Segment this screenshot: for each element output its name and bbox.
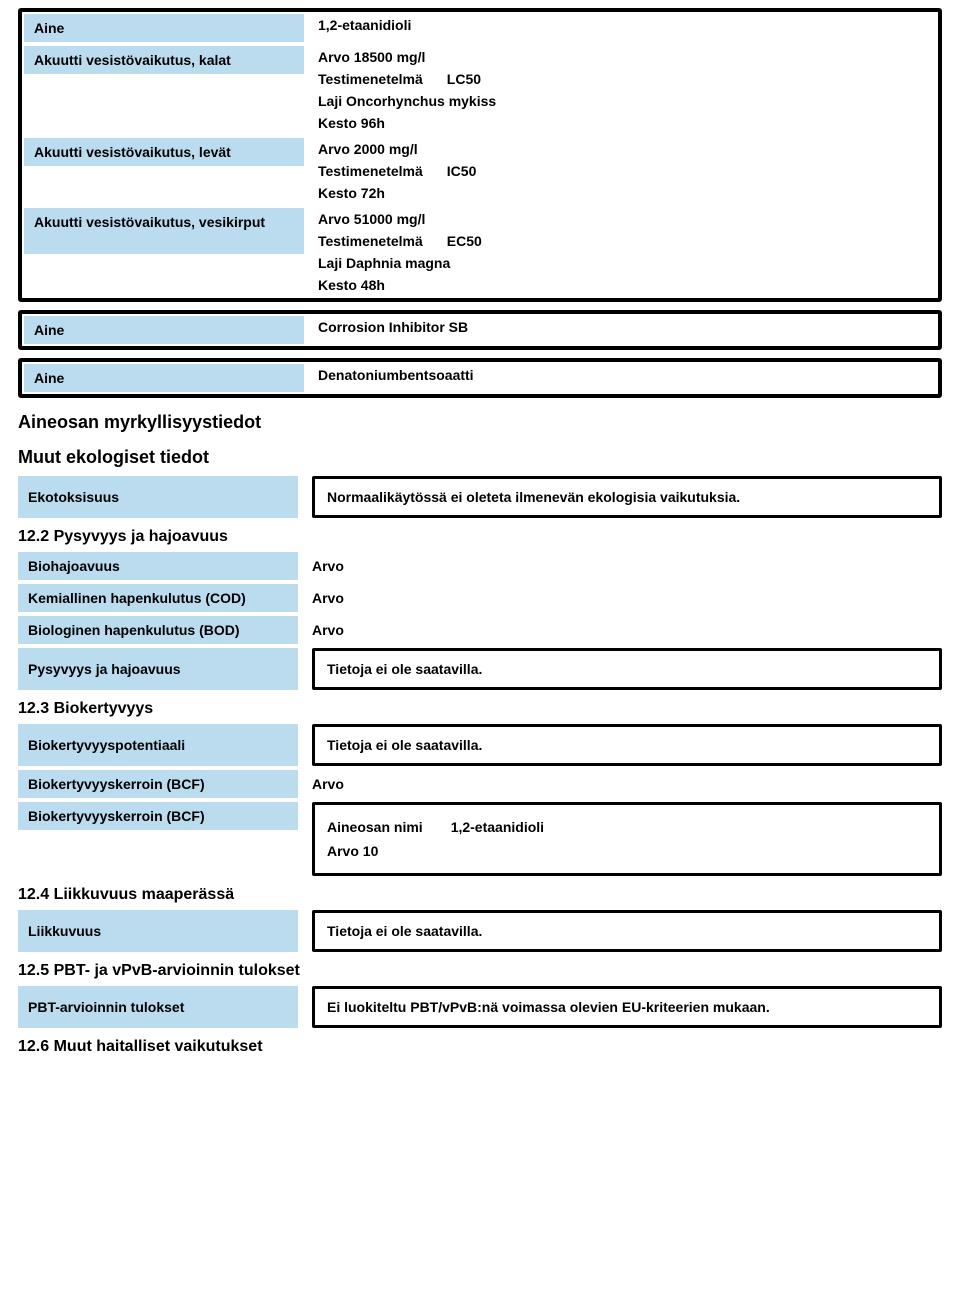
- label-pbt: PBT-arvioinnin tulokset: [18, 986, 298, 1028]
- daphnia-kesto: Kesto 48h: [318, 274, 936, 296]
- label-pysyvyys: Pysyvyys ja hajoavuus: [18, 648, 298, 690]
- value-cod: Arvo: [298, 584, 942, 612]
- value-aine-3: Denatoniumbentsoaatti: [318, 364, 936, 386]
- daphnia-test: TestimenetelmäEC50: [318, 230, 936, 252]
- label-bcf2: Biokertyvyyskerroin (BCF): [18, 802, 298, 830]
- value-bcf1: Arvo: [298, 770, 942, 798]
- label-fish: Akuutti vesistövaikutus, kalat: [24, 46, 304, 74]
- heading-12-3: 12.3 Biokertyvyys: [18, 700, 942, 718]
- heading-12-2: 12.2 Pysyvyys ja hajoavuus: [18, 528, 942, 546]
- algae-kesto: Kesto 72h: [318, 182, 936, 204]
- daphnia-arvo: Arvo 51000 mg/l: [318, 208, 936, 230]
- fish-laji: Laji Oncorhynchus mykiss: [318, 90, 936, 112]
- label-daphnia: Akuutti vesistövaikutus, vesikirput: [24, 208, 304, 254]
- value-pysyvyys: Tietoja ei ole saatavilla.: [312, 648, 942, 690]
- value-liikkuvuus: Tietoja ei ole saatavilla.: [312, 910, 942, 952]
- label-liikkuvuus: Liikkuvuus: [18, 910, 298, 952]
- heading-12-5: 12.5 PBT- ja vPvB-arvioinnin tulokset: [18, 962, 942, 980]
- label-ekotoksisuus: Ekotoksisuus: [18, 476, 298, 518]
- value-aine-1: 1,2-etaanidioli: [318, 14, 936, 36]
- value-aine-2: Corrosion Inhibitor SB: [318, 316, 936, 338]
- label-cod: Kemiallinen hapenkulutus (COD): [18, 584, 298, 612]
- heading-12-4: 12.4 Liikkuvuus maaperässä: [18, 886, 942, 904]
- daphnia-laji: Laji Daphnia magna: [318, 252, 936, 274]
- substance-block-1: Aine 1,2-etaanidioli Akuutti vesistövaik…: [18, 8, 942, 302]
- value-bod: Arvo: [298, 616, 942, 644]
- label-aine-1: Aine: [24, 14, 304, 42]
- algae-arvo: Arvo 2000 mg/l: [318, 138, 936, 160]
- heading-aineosan: Aineosan myrkyllisyystiedot: [18, 412, 942, 433]
- label-biohajoavuus: Biohajoavuus: [18, 552, 298, 580]
- value-biohajoavuus: Arvo: [298, 552, 942, 580]
- heading-muut-ekologiset: Muut ekologiset tiedot: [18, 447, 942, 468]
- label-aine-2: Aine: [24, 316, 304, 344]
- value-pbt: Ei luokiteltu PBT/vPvB:nä voimassa olevi…: [312, 986, 942, 1028]
- label-bcf1: Biokertyvyyskerroin (BCF): [18, 770, 298, 798]
- substance-block-2: Aine Corrosion Inhibitor SB: [18, 310, 942, 350]
- fish-arvo: Arvo 18500 mg/l: [318, 46, 936, 68]
- fish-kesto: Kesto 96h: [318, 112, 936, 134]
- label-algae: Akuutti vesistövaikutus, levät: [24, 138, 304, 166]
- value-bcf2: Aineosan nimi1,2-etaanidioli Arvo 10: [312, 802, 942, 876]
- heading-12-6: 12.6 Muut haitalliset vaikutukset: [18, 1038, 942, 1056]
- fish-test: TestimenetelmäLC50: [318, 68, 936, 90]
- label-biopotentiaali: Biokertyvyyspotentiaali: [18, 724, 298, 766]
- value-ekotoksisuus: Normaalikäytössä ei oleteta ilmenevän ek…: [312, 476, 942, 518]
- label-bod: Biologinen hapenkulutus (BOD): [18, 616, 298, 644]
- substance-block-3: Aine Denatoniumbentsoaatti: [18, 358, 942, 398]
- label-aine-3: Aine: [24, 364, 304, 392]
- value-biopotentiaali: Tietoja ei ole saatavilla.: [312, 724, 942, 766]
- algae-test: TestimenetelmäIC50: [318, 160, 936, 182]
